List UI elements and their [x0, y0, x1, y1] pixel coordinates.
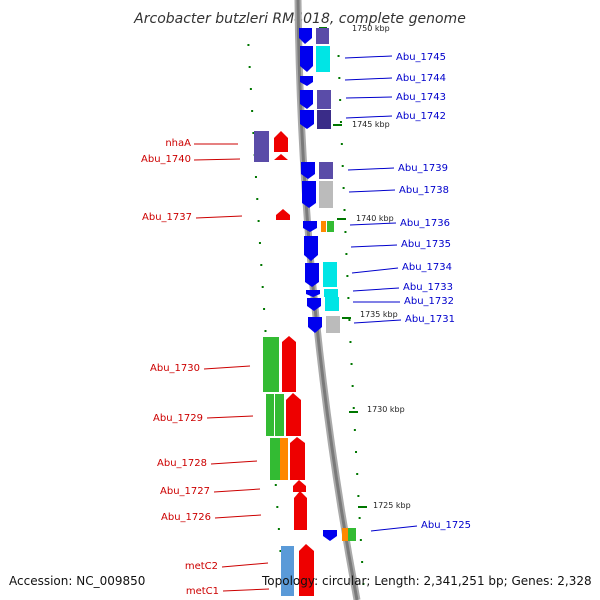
gene-box-green — [270, 438, 280, 480]
gene-label-Abu_1735[interactable]: Abu_1735 — [401, 239, 451, 250]
topology-text: Topology: circular; Length: 2,341,251 bp… — [261, 574, 592, 588]
forward-gene-blocks — [299, 28, 356, 541]
gene-arrow-blue — [300, 76, 313, 86]
gene-arrow-blue — [302, 181, 316, 208]
reverse-gene-blocks — [254, 131, 314, 596]
gene-arrow-blue — [308, 317, 322, 333]
gene-arrow-blue — [299, 28, 312, 44]
gene-arrow-blue — [300, 90, 313, 109]
gene-arrow-blue — [323, 530, 337, 541]
gene-box-green — [348, 528, 356, 541]
gene-box-slate — [316, 28, 329, 44]
tick-1740: 1740 kbp — [337, 214, 394, 223]
tick-label: 1730 kbp — [367, 405, 405, 414]
gene-box-slate — [254, 131, 269, 162]
gene-label-Abu_1734[interactable]: Abu_1734 — [402, 262, 452, 273]
gene-box-grey — [319, 181, 333, 208]
gene-box-orange — [280, 438, 288, 480]
reverse-labels: nhaA Abu_1740 Abu_1737 Abu_1730 Abu_1729… — [141, 138, 270, 597]
gene-label-Abu_1737[interactable]: Abu_1737 — [142, 212, 192, 223]
gene-arrow-red — [290, 437, 305, 480]
tick-1730: 1730 kbp — [349, 405, 405, 414]
gene-arrow-blue — [303, 221, 317, 232]
gene-label-Abu_1742[interactable]: Abu_1742 — [396, 111, 446, 122]
forward-labels: Abu_1745 Abu_1744 Abu_1743 Abu_1742 Abu_… — [344, 52, 471, 532]
gene-label-metC1[interactable]: metC1 — [186, 586, 219, 597]
gene-label-Abu_1740[interactable]: Abu_1740 — [141, 154, 191, 165]
gene-label-Abu_1729[interactable]: Abu_1729 — [153, 413, 203, 424]
gene-arrow-red — [274, 131, 288, 152]
tick-1735: 1735 kbp — [342, 310, 398, 319]
gene-label-Abu_1728[interactable]: Abu_1728 — [157, 458, 207, 469]
gene-box-slate — [319, 162, 333, 179]
tick-label: 1725 kbp — [373, 501, 411, 510]
gene-label-Abu_1739[interactable]: Abu_1739 — [398, 163, 448, 174]
gene-arrow-red — [299, 544, 314, 596]
gene-box-green — [327, 221, 334, 232]
gene-label-metC2[interactable]: metC2 — [185, 561, 218, 572]
gene-box-green — [266, 394, 274, 436]
gene-box-steel — [281, 546, 294, 596]
gene-arrow-blue — [307, 298, 321, 311]
tick-label: 1750 kbp — [352, 24, 390, 33]
gene-arrow-blue — [300, 46, 313, 72]
gene-arrow-red — [294, 491, 307, 530]
gene-label-Abu_1744[interactable]: Abu_1744 — [396, 73, 446, 84]
gene-box-slate — [317, 110, 331, 129]
gene-label-Abu_1727[interactable]: Abu_1727 — [160, 486, 210, 497]
gene-box-cyan — [316, 46, 330, 72]
gene-arrow-blue — [305, 263, 319, 287]
gene-label-Abu_1733[interactable]: Abu_1733 — [403, 282, 453, 293]
gene-box-green — [263, 337, 279, 392]
gene-arrow-red — [293, 480, 306, 492]
gene-arrow-red — [286, 393, 301, 436]
tick-label: 1745 kbp — [352, 120, 390, 129]
gene-label-Abu_1730[interactable]: Abu_1730 — [150, 363, 200, 374]
gene-arrow-blue — [304, 236, 318, 261]
tick-label: 1735 kbp — [360, 310, 398, 319]
gene-label-Abu_1743[interactable]: Abu_1743 — [396, 92, 446, 103]
tick-1725: 1725 kbp — [358, 501, 411, 510]
gene-label-Abu_1726[interactable]: Abu_1726 — [161, 512, 211, 523]
tick-label: 1740 kbp — [356, 214, 394, 223]
gene-label-Abu_1738[interactable]: Abu_1738 — [399, 185, 449, 196]
outer-guide-dots-left — [247, 44, 284, 574]
gene-box-cyan — [325, 297, 339, 311]
tick-1745: 1745 kbp — [333, 120, 390, 129]
gene-label-Abu_1736[interactable]: Abu_1736 — [400, 218, 450, 229]
gene-label-Abu_1745[interactable]: Abu_1745 — [396, 52, 446, 63]
gene-box-cyan — [324, 289, 338, 297]
gene-box-green — [275, 394, 284, 436]
gene-box-orange — [342, 528, 348, 541]
gene-arrow-blue — [300, 110, 314, 129]
gene-arrow-red — [282, 336, 296, 392]
gene-label-Abu_1725[interactable]: Abu_1725 — [421, 520, 471, 531]
gene-arrow-blue — [306, 290, 320, 297]
accession-text: Accession: NC_009850 — [9, 574, 145, 588]
gene-box-slate — [317, 90, 331, 109]
gene-box-orange — [321, 221, 326, 232]
gene-label-Abu_1732[interactable]: Abu_1732 — [404, 296, 454, 307]
gene-arrow-blue — [301, 162, 315, 179]
gene-arrow-red — [274, 154, 288, 160]
gene-label-nhaA[interactable]: nhaA — [165, 138, 191, 149]
outer-guide-dots-right — [337, 55, 365, 585]
gene-box-cyan — [323, 262, 337, 287]
gene-arrow-red — [276, 209, 290, 220]
gene-box-grey — [326, 316, 340, 333]
gene-label-Abu_1731[interactable]: Abu_1731 — [405, 314, 455, 325]
